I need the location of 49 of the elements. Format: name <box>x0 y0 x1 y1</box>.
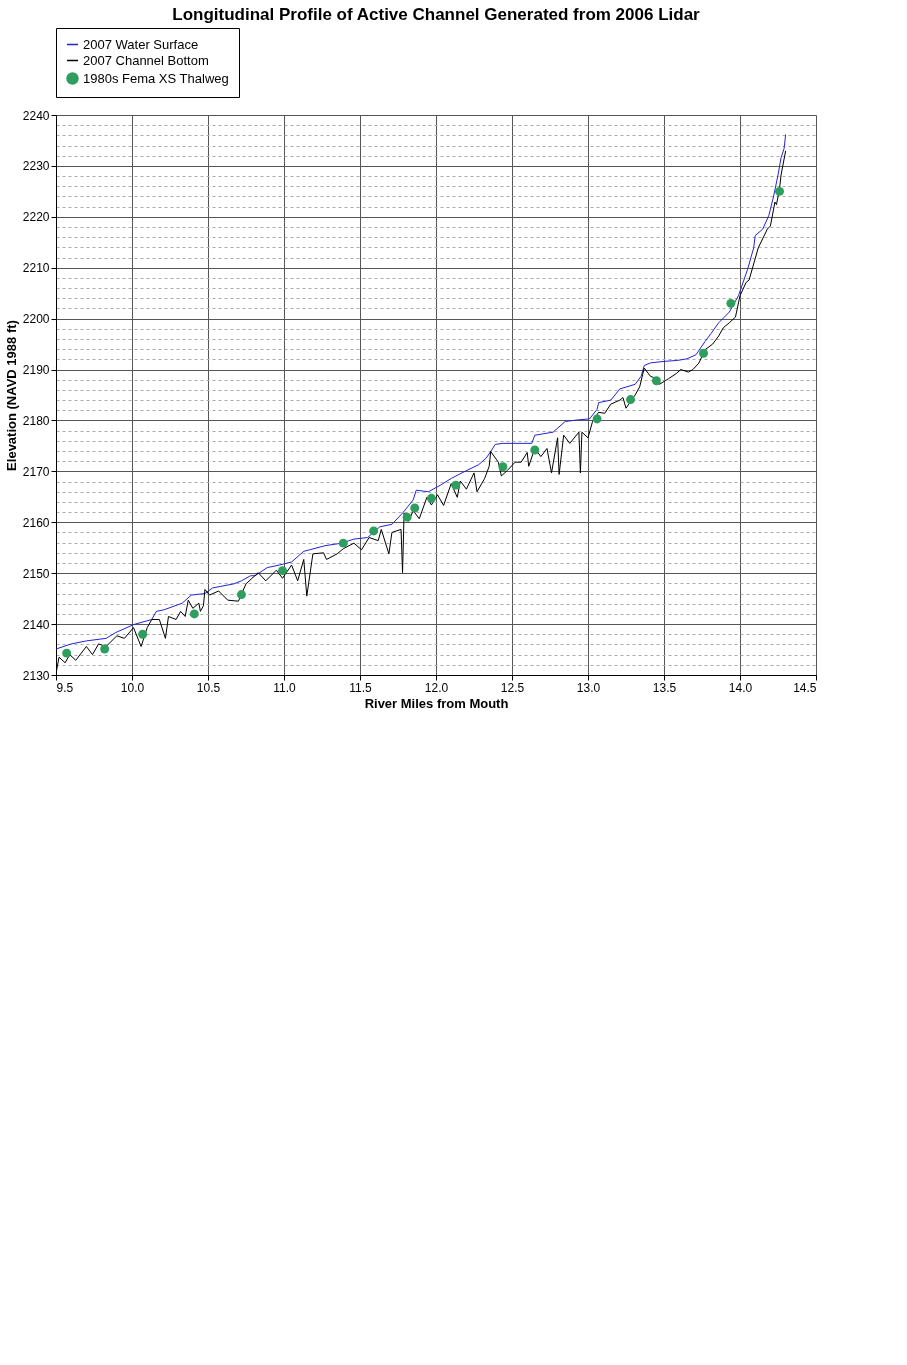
x-axis-title: River Miles from Mouth <box>364 695 509 711</box>
x-tick-label: 13.0 <box>576 680 601 695</box>
y-tick-label: 2170 <box>22 464 50 479</box>
y-tick-label: 2180 <box>22 413 50 428</box>
legend-label: 1980s Fema XS Thalweg <box>83 70 229 86</box>
point <box>775 186 784 196</box>
y-tick-label: 2230 <box>22 159 50 174</box>
legend-label: 2007 Channel Bottom <box>83 52 209 68</box>
point <box>338 538 348 548</box>
point <box>402 512 412 522</box>
y-tick-label: 2130 <box>22 668 50 683</box>
point <box>236 590 246 600</box>
y-axis-title: Elevation (NAVD 1988 ft) <box>3 320 19 471</box>
x-tick-label: 10.0 <box>120 680 145 695</box>
point <box>100 644 110 654</box>
point <box>189 609 199 619</box>
y-tick-label: 2140 <box>22 617 50 632</box>
point <box>369 526 379 536</box>
legend-label: 2007 Water Surface <box>83 36 199 52</box>
point <box>410 503 420 513</box>
point <box>138 629 148 639</box>
point <box>278 566 287 576</box>
y-tick-label: 2160 <box>22 515 50 530</box>
point <box>498 462 508 472</box>
y-tick-label: 2220 <box>22 210 50 225</box>
x-tick-label: 11.5 <box>349 680 373 695</box>
x-tick-label: 9.5 <box>56 680 74 695</box>
y-tick-label: 2150 <box>22 566 50 581</box>
y-tick-label: 2240 <box>22 108 50 123</box>
x-tick-label: 13.5 <box>652 680 677 695</box>
point <box>62 648 72 658</box>
x-tick-label: 12.0 <box>424 680 449 695</box>
point <box>451 480 461 490</box>
x-tick-label: 14.5 <box>793 680 817 695</box>
point <box>530 445 540 455</box>
x-tick-label: 12.5 <box>500 680 525 695</box>
point <box>626 395 636 405</box>
point <box>426 493 436 503</box>
point <box>699 348 708 358</box>
point <box>726 298 736 308</box>
y-tick-label: 2190 <box>22 363 50 378</box>
x-tick-label: 14.0 <box>728 680 753 695</box>
x-tick-label: 10.5 <box>196 680 221 695</box>
point <box>651 376 661 386</box>
y-tick-label: 2210 <box>22 261 50 276</box>
point <box>592 414 602 424</box>
x-tick-label: 11.0 <box>273 680 297 695</box>
y-tick-label: 2200 <box>22 312 50 327</box>
chart-title: Longitudinal Profile of Active Channel Generated from 2006 Lidar <box>172 4 701 24</box>
